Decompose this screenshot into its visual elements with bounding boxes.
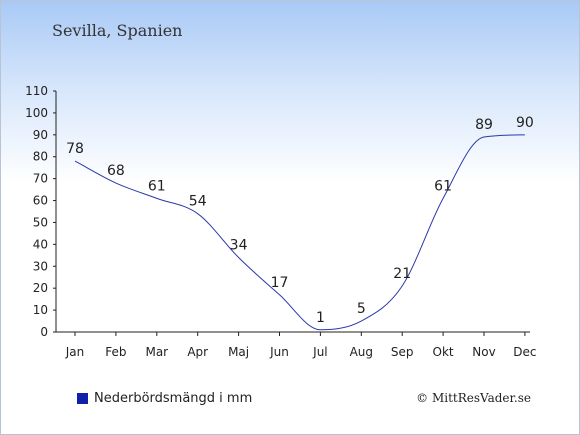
y-tick-label: 0 [40,325,48,339]
x-ticks: Jan Feb Mar Apr Maj Jun Jul Aug Sep Okt Nov Dec [65,332,537,359]
y-tick-label: 70 [33,172,48,186]
y-tick-label: 30 [33,259,48,273]
y-tick-label: 20 [33,281,48,295]
data-label: 21 [393,266,411,282]
y-tick-label: 10 [33,303,48,317]
data-label: 17 [271,275,289,291]
x-tick-label: Okt [433,345,454,359]
data-label: 61 [148,178,166,194]
x-tick-label: Maj [228,345,249,359]
legend-label: Nederbördsmängd i mm [94,391,253,406]
x-tick-label: Jan [65,345,85,359]
chart-title: Sevilla, Spanien [52,21,183,40]
data-labels: 78 68 61 54 34 17 1 5 21 61 89 90 [66,115,534,326]
y-tick-label: 110 [25,84,48,98]
x-tick-label: Jul [312,345,327,359]
data-label: 34 [230,238,248,254]
legend: Nederbördsmängd i mm [77,391,252,406]
x-tick-label: Nov [472,345,495,359]
y-tick-label: 60 [33,194,48,208]
y-tick-label: 80 [33,150,48,164]
series-line [74,134,525,331]
data-label: 78 [66,141,84,157]
x-tick-label: Feb [105,345,126,359]
x-tick-label: Apr [187,345,208,359]
data-label: 5 [357,301,366,317]
x-tick-label: Jun [269,345,289,359]
data-label: 90 [516,115,534,131]
data-label: 89 [475,117,493,133]
data-label: 54 [189,194,207,210]
copyright-text: © MittResVader.se [416,391,531,405]
y-tick-label: 100 [25,106,48,120]
y-tick-label: 40 [33,237,48,251]
y-tick-label: 90 [33,128,48,142]
x-tick-label: Aug [350,345,373,359]
x-tick-label: Dec [513,345,536,359]
series-path [74,134,525,331]
x-tick-label: Mar [145,345,168,359]
data-label: 68 [107,163,125,179]
data-label: 1 [316,310,325,326]
y-tick-label: 50 [33,215,48,229]
legend-swatch [77,393,88,404]
y-ticks: 0 10 20 30 40 50 60 70 80 90 100 110 [25,84,56,339]
data-label: 61 [434,178,452,194]
x-tick-label: Sep [391,345,414,359]
